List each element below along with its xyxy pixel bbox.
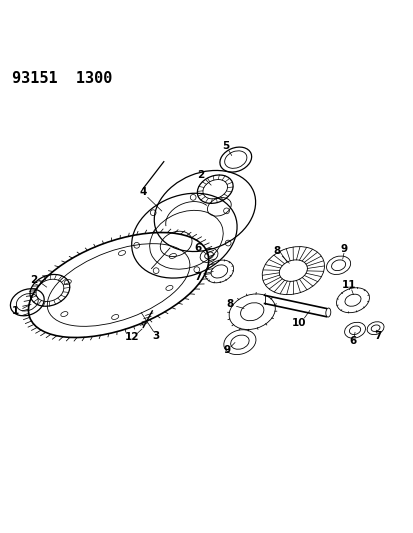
Text: 7: 7	[373, 332, 380, 342]
Text: 11: 11	[341, 280, 355, 290]
Text: 10: 10	[292, 318, 306, 328]
Text: 6: 6	[349, 335, 356, 345]
Text: 2: 2	[30, 276, 37, 286]
Text: 4: 4	[139, 187, 147, 197]
Text: 2: 2	[197, 170, 204, 180]
Text: 9: 9	[223, 345, 230, 355]
Text: 12: 12	[125, 332, 139, 342]
Text: 6: 6	[194, 243, 201, 253]
Text: 8: 8	[226, 300, 233, 309]
Text: 5: 5	[221, 141, 228, 151]
Text: 1: 1	[11, 306, 19, 316]
Text: 3: 3	[152, 332, 159, 342]
Text: 9: 9	[339, 244, 347, 254]
Text: 93151  1300: 93151 1300	[12, 71, 112, 86]
Text: 8: 8	[273, 246, 280, 256]
Text: 7: 7	[193, 272, 201, 282]
